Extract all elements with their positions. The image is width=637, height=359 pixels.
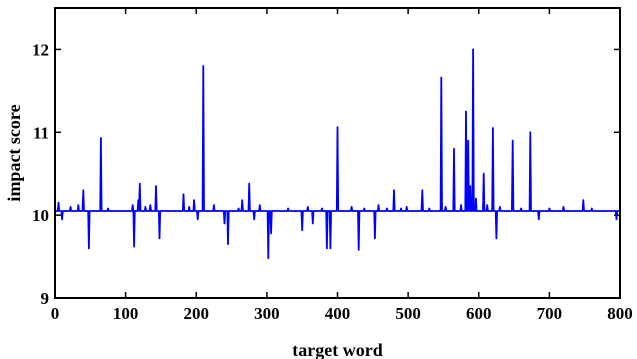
data-point	[467, 139, 470, 142]
data-point	[520, 207, 522, 210]
y-tick-label: 10	[32, 206, 49, 225]
x-tick-label: 300	[254, 304, 280, 323]
data-point	[465, 110, 467, 113]
data-point	[428, 207, 431, 210]
data-point	[591, 207, 593, 210]
data-point	[213, 204, 215, 206]
data-point	[301, 229, 304, 231]
data-point	[386, 207, 388, 210]
data-point	[267, 257, 270, 260]
data-point	[248, 182, 250, 185]
data-point	[601, 210, 604, 212]
y-tick-label: 12	[32, 40, 49, 59]
data-point	[155, 185, 157, 187]
data-point	[440, 76, 443, 79]
x-axis-label: target word	[292, 340, 382, 359]
data-point	[495, 237, 498, 240]
series-layer	[55, 48, 620, 260]
x-tick-label: 100	[113, 304, 139, 323]
y-tick-label: 9	[41, 289, 50, 308]
data-point	[321, 207, 323, 210]
data-point	[158, 237, 161, 240]
x-tick-label: 0	[51, 304, 60, 323]
data-point	[193, 199, 195, 201]
data-point	[253, 218, 255, 221]
data-point	[393, 189, 395, 192]
data-point	[107, 207, 109, 210]
data-point	[475, 197, 477, 200]
series-line	[55, 48, 620, 260]
data-point	[453, 148, 455, 150]
data-point	[562, 206, 565, 208]
data-point	[149, 204, 152, 206]
data-point	[241, 199, 243, 201]
data-point	[77, 204, 80, 206]
data-point	[202, 65, 205, 67]
data-point	[182, 193, 185, 196]
data-point	[329, 247, 332, 250]
y-tick-label: 11	[33, 123, 49, 142]
plot-frame	[54, 7, 621, 299]
data-point	[460, 204, 462, 206]
data-point	[492, 127, 494, 129]
data-point	[69, 206, 72, 208]
x-tick-label: 200	[184, 304, 210, 323]
x-tick-label: 700	[537, 304, 563, 323]
data-point	[82, 189, 85, 192]
data-point	[615, 218, 618, 221]
data-point	[538, 218, 540, 221]
data-point	[61, 218, 63, 221]
data-point	[144, 206, 147, 208]
y-axis-label-group: impact score	[4, 104, 24, 201]
data-point	[326, 247, 328, 250]
data-point	[188, 206, 190, 208]
data-point	[307, 206, 309, 208]
data-point	[444, 206, 447, 208]
x-tick-label: 500	[395, 304, 421, 323]
data-point	[469, 185, 472, 187]
data-point	[374, 237, 376, 240]
data-point	[511, 139, 514, 142]
data-point	[421, 189, 424, 192]
data-point	[357, 249, 360, 251]
x-tick-label: 800	[607, 304, 633, 323]
y-axis-label: impact score	[4, 104, 24, 201]
data-point	[223, 222, 226, 225]
x-tick-label: 600	[466, 304, 492, 323]
data-point	[555, 210, 558, 212]
data-point	[88, 247, 90, 250]
data-point	[405, 206, 408, 208]
data-point	[139, 182, 141, 185]
data-point	[57, 201, 60, 204]
data-point	[482, 172, 485, 175]
data-point	[133, 245, 135, 248]
data-point	[270, 232, 272, 235]
data-point	[259, 204, 261, 206]
data-point	[582, 199, 585, 201]
data-point	[350, 206, 353, 208]
data-point	[227, 243, 229, 245]
data-point	[486, 204, 489, 206]
data-point	[137, 199, 140, 201]
data-point	[472, 48, 474, 51]
data-point	[377, 204, 380, 206]
tick-layer: 0 100 200 300 400 500 600 700 800 9 10 11 12	[32, 8, 633, 323]
data-point	[336, 126, 339, 129]
data-point	[499, 206, 501, 208]
data-point	[529, 131, 532, 134]
data-point	[287, 207, 289, 210]
data-point	[131, 204, 134, 206]
x-tick-label: 400	[325, 304, 351, 323]
data-point	[363, 207, 366, 210]
data-point	[167, 210, 169, 212]
data-point	[312, 222, 314, 225]
data-point	[196, 218, 199, 221]
data-point	[400, 207, 402, 210]
data-point	[100, 137, 102, 139]
data-point	[237, 207, 240, 210]
data-point	[294, 210, 296, 212]
data-point	[548, 207, 551, 210]
